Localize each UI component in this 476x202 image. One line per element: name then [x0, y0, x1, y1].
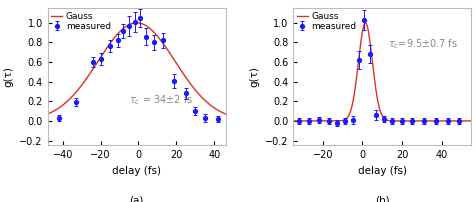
Line: Gauss: Gauss [293, 23, 471, 121]
Gauss [129, 22, 135, 25]
Text: $\tau_c$=9.5±0.7 fs: $\tau_c$=9.5±0.7 fs [388, 37, 458, 51]
Gauss [219, 111, 225, 114]
Gauss [468, 120, 474, 122]
Gauss [290, 120, 296, 122]
Legend: Gauss, measured: Gauss, measured [296, 11, 357, 32]
Line: Gauss: Gauss [48, 23, 226, 114]
Gauss [130, 22, 136, 24]
Gauss [377, 106, 382, 109]
Y-axis label: g(τ): g(τ) [249, 66, 259, 87]
Legend: Gauss, measured: Gauss, measured [50, 11, 112, 32]
Gauss [134, 22, 139, 24]
Text: $\tau_c$ = 34±2 fs: $\tau_c$ = 34±2 fs [129, 93, 193, 107]
Gauss [151, 31, 157, 33]
X-axis label: delay (fs): delay (fs) [112, 166, 161, 176]
Y-axis label: g(τ): g(τ) [4, 66, 14, 87]
Gauss [387, 120, 393, 122]
Gauss [362, 22, 368, 24]
X-axis label: delay (fs): delay (fs) [358, 166, 407, 176]
Gauss [436, 120, 442, 122]
Gauss [465, 120, 470, 122]
Text: (a): (a) [129, 195, 144, 202]
Gauss [223, 113, 228, 115]
Gauss [191, 87, 197, 89]
Text: (b): (b) [375, 195, 389, 202]
Gauss [141, 23, 147, 26]
Gauss [375, 102, 381, 104]
Gauss [45, 113, 50, 115]
Gauss [397, 120, 402, 122]
